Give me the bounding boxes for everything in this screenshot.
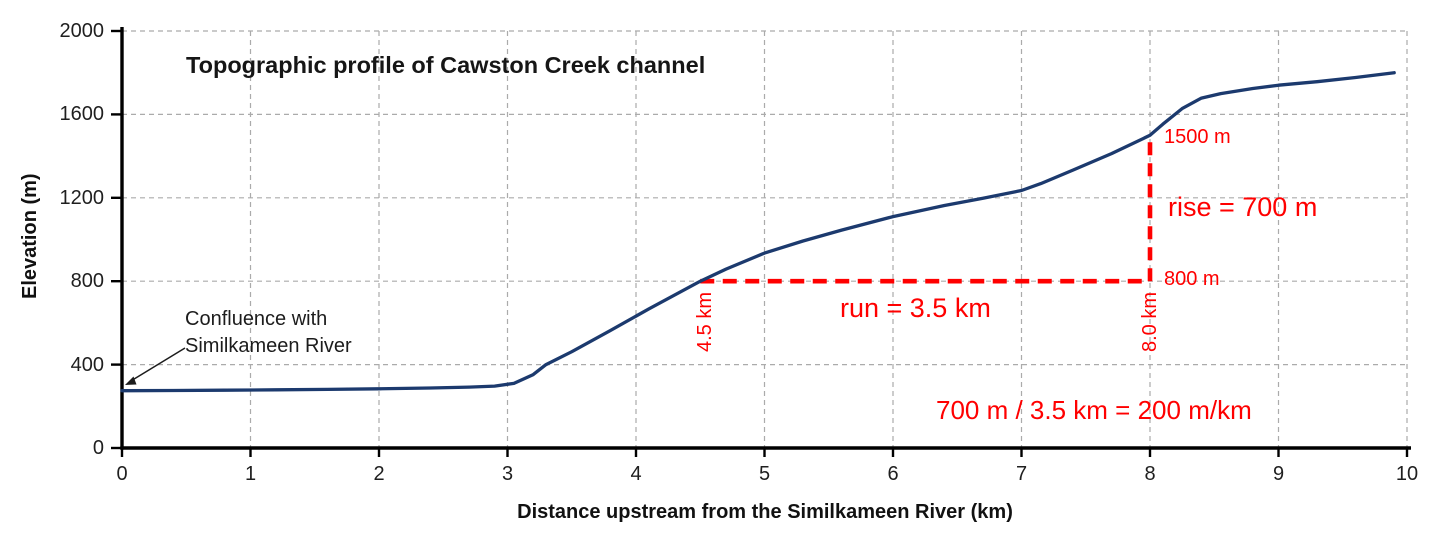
- x-tick-label: 2: [373, 463, 385, 485]
- y-tick-label: 800: [70, 270, 104, 293]
- x-tick-label: 1: [244, 463, 257, 485]
- x-tick-label: 10: [1395, 463, 1419, 485]
- confluence-arrow-line: [132, 347, 186, 381]
- confluence-annotation: Confluence with Similkameen River: [185, 306, 352, 360]
- x-axis-title: Distance upstream from the Similkameen R…: [517, 501, 1013, 523]
- elevation-profile-line: [120, 71, 1396, 393]
- x-tick-label: 0: [116, 463, 128, 485]
- gradient-formula-label: 700 m / 3.5 km = 200 m/km: [936, 395, 1252, 425]
- confluence-annotation-line1: Confluence with: [185, 308, 328, 330]
- x-tick-label: 8: [1144, 463, 1156, 485]
- x-tick-label: 4: [630, 463, 642, 485]
- chart-title: Topographic profile of Cawston Creek cha…: [186, 52, 706, 78]
- y-tick-label: 2000: [59, 20, 105, 42]
- top-elevation-label: 1500 m: [1164, 126, 1231, 148]
- x-tick-label: 5: [758, 463, 771, 485]
- x-tick-label: 3: [501, 463, 514, 485]
- base-elevation-label: 800 m: [1164, 268, 1220, 290]
- confluence-annotation-line2: Similkameen River: [185, 335, 352, 357]
- y-tick-label: 1600: [59, 103, 105, 126]
- y-tick-label: 400: [70, 353, 104, 376]
- rise-label: rise = 700 m: [1168, 192, 1318, 222]
- run-label: run = 3.5 km: [840, 293, 991, 323]
- x-tick-label: 9: [1272, 463, 1285, 485]
- confluence-arrowhead: [125, 376, 137, 385]
- y-tick-label: 0: [92, 437, 104, 459]
- x-tick-label: 6: [887, 463, 899, 485]
- x-tick-label: 7: [1015, 463, 1028, 485]
- end-distance-label: 8.0 km: [1139, 291, 1161, 353]
- start-distance-label: 4.5 km: [694, 291, 716, 353]
- y-tick-label: 1200: [59, 186, 105, 209]
